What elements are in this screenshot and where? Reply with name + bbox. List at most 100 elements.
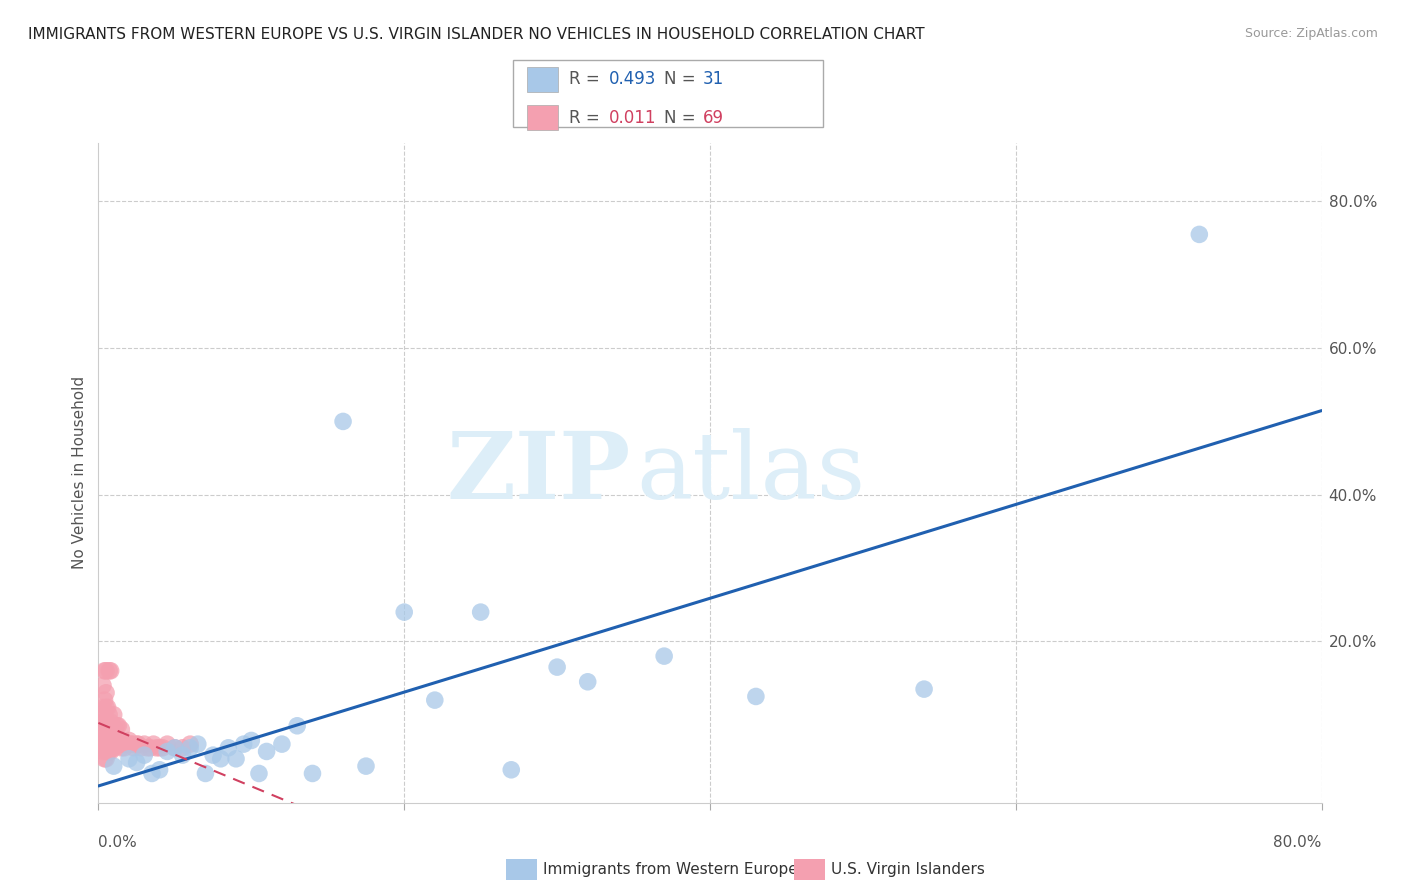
Point [576,674,599,689]
Point [301,766,323,780]
Point [332,414,354,428]
Point [141,766,163,780]
Point [156,737,179,751]
Point [97,700,120,714]
Point [91,715,114,730]
Point [107,737,129,751]
Point [232,737,254,751]
Point [172,748,194,763]
Point [149,740,172,755]
Point [172,740,194,755]
Point [546,660,568,674]
Point [745,690,768,704]
Point [98,733,121,747]
Point [652,649,675,664]
Point [94,700,117,714]
Point [163,740,186,755]
Text: U.S. Virgin Islanders: U.S. Virgin Islanders [831,863,984,877]
Point [97,715,120,730]
Point [93,752,115,766]
Point [101,737,124,751]
Point [94,686,117,700]
Point [94,726,117,740]
Point [118,733,141,747]
Point [121,737,143,751]
Point [103,707,125,722]
Point [501,763,523,777]
Point [94,664,117,678]
Text: 0.0%: 0.0% [98,836,138,850]
Point [129,740,152,755]
Point [100,744,122,758]
Point [179,737,201,751]
Text: 31: 31 [703,70,724,88]
Point [125,737,148,751]
Point [152,740,174,755]
Point [209,752,232,766]
Y-axis label: No Vehicles in Household: No Vehicles in Household [72,376,87,569]
Point [91,744,114,758]
Point [134,748,156,763]
Point [112,740,135,755]
Point [127,737,149,751]
Point [93,693,115,707]
Point [93,707,115,722]
Point [93,664,115,678]
Point [145,740,167,755]
Text: N =: N = [664,70,700,88]
Point [217,740,239,755]
Point [125,756,148,770]
Point [90,715,112,730]
Point [187,737,209,751]
Point [354,759,377,773]
Point [156,744,179,758]
Point [98,744,121,758]
Point [118,752,141,766]
Point [94,740,117,755]
Text: R =: R = [569,70,606,88]
Text: Immigrants from Western Europe: Immigrants from Western Europe [543,863,797,877]
Text: IMMIGRANTS FROM WESTERN EUROPE VS U.S. VIRGIN ISLANDER NO VEHICLES IN HOUSEHOLD : IMMIGRANTS FROM WESTERN EUROPE VS U.S. V… [28,27,925,42]
Text: R =: R = [569,109,606,127]
Point [149,763,172,777]
Point [97,730,120,744]
Text: 80.0%: 80.0% [1274,836,1322,850]
Point [225,752,247,766]
Point [194,766,217,780]
Point [97,744,120,758]
Point [139,740,162,755]
Point [94,752,117,766]
Point [105,719,128,733]
Point [98,723,121,737]
Point [115,737,138,751]
Point [256,744,278,758]
Point [90,737,112,751]
Point [91,730,114,744]
Point [100,715,122,730]
Point [179,740,201,755]
Point [117,737,139,751]
Point [94,715,117,730]
Point [110,723,132,737]
Point [108,737,131,751]
Point [107,719,129,733]
Point [247,766,270,780]
Point [100,730,122,744]
Text: 0.011: 0.011 [609,109,657,127]
Point [98,664,121,678]
Point [101,723,124,737]
Point [93,723,115,737]
Point [240,733,263,747]
Point [91,678,114,692]
Point [423,693,446,707]
Text: atlas: atlas [637,428,866,517]
Text: N =: N = [664,109,700,127]
Point [392,605,416,619]
Point [103,759,125,773]
Point [1188,227,1211,242]
Point [93,737,115,751]
Point [91,700,114,714]
Point [134,737,156,751]
Point [100,664,122,678]
Point [98,707,121,722]
